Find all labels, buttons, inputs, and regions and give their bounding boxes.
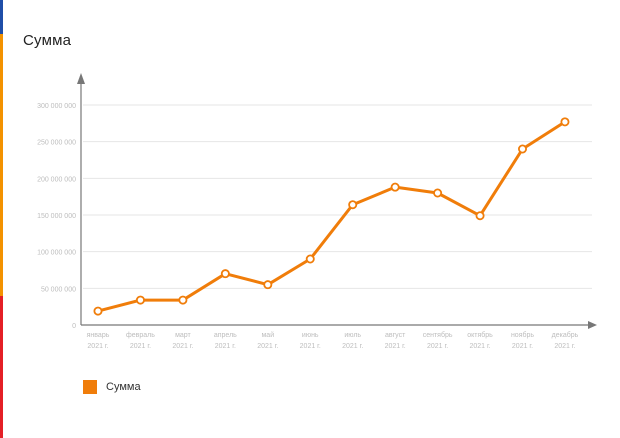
data-point xyxy=(220,269,230,279)
series-line xyxy=(96,120,567,313)
y-tick-label: 50 000 000 xyxy=(41,286,76,293)
x-tick-label-year: 2021 г. xyxy=(427,343,448,350)
x-tick-label-year: 2021 г. xyxy=(215,343,236,350)
y-axis-arrow xyxy=(77,73,85,84)
y-tick-label: 150 000 000 xyxy=(37,213,76,220)
data-point xyxy=(93,306,103,316)
x-tick-label-year: 2021 г. xyxy=(172,343,193,350)
data-point xyxy=(305,254,315,264)
legend: Сумма xyxy=(83,380,141,394)
x-tick-label: январь xyxy=(87,332,110,339)
x-tick-label-year: 2021 г. xyxy=(512,343,533,350)
x-tick-label: апрель xyxy=(214,332,237,339)
accent-stripe-red xyxy=(0,296,3,438)
accent-stripe-blue xyxy=(0,0,3,34)
legend-label: Сумма xyxy=(106,381,141,393)
x-tick-label: декабрь xyxy=(552,331,579,339)
x-axis-arrow xyxy=(588,321,597,329)
y-tick-label: 0 xyxy=(72,323,76,330)
data-point xyxy=(348,200,358,210)
x-tick-label: ноябрь xyxy=(511,331,534,339)
x-tick-label-year: 2021 г. xyxy=(554,343,575,350)
x-tick-label: сентябрь xyxy=(423,331,453,339)
x-tick-label-year: 2021 г. xyxy=(385,343,406,350)
y-tick-label: 100 000 000 xyxy=(37,250,76,257)
x-tick-label: август xyxy=(385,332,406,339)
x-tick-label: март xyxy=(175,332,191,339)
y-tick-label: 250 000 000 xyxy=(37,140,76,147)
x-tick-label: июнь xyxy=(302,332,319,339)
data-point xyxy=(560,117,570,127)
accent-stripe xyxy=(0,0,3,438)
data-point xyxy=(263,280,273,290)
x-tick-label-year: 2021 г. xyxy=(469,343,490,350)
y-tick-label: 300 000 000 xyxy=(37,103,76,110)
x-tick-label: май xyxy=(261,331,274,339)
x-tick-label: октябрь xyxy=(467,331,493,339)
x-tick-label-year: 2021 г. xyxy=(130,343,151,350)
data-point xyxy=(433,188,443,198)
data-point xyxy=(390,182,400,192)
data-point xyxy=(518,144,528,154)
accent-stripe-orange xyxy=(0,34,3,296)
x-tick-label: июль xyxy=(344,332,361,339)
x-tick-label-year: 2021 г. xyxy=(300,343,321,350)
x-tick-label: февраль xyxy=(126,332,155,339)
x-tick-label-year: 2021 г. xyxy=(87,343,108,350)
y-tick-label: 200 000 000 xyxy=(37,176,76,183)
chart-title: Сумма xyxy=(23,32,72,49)
x-tick-label-year: 2021 г. xyxy=(257,343,278,350)
data-point xyxy=(178,295,188,305)
x-tick-label-year: 2021 г. xyxy=(342,343,363,350)
data-point xyxy=(135,295,145,305)
data-point xyxy=(475,211,485,221)
legend-swatch xyxy=(83,380,97,394)
